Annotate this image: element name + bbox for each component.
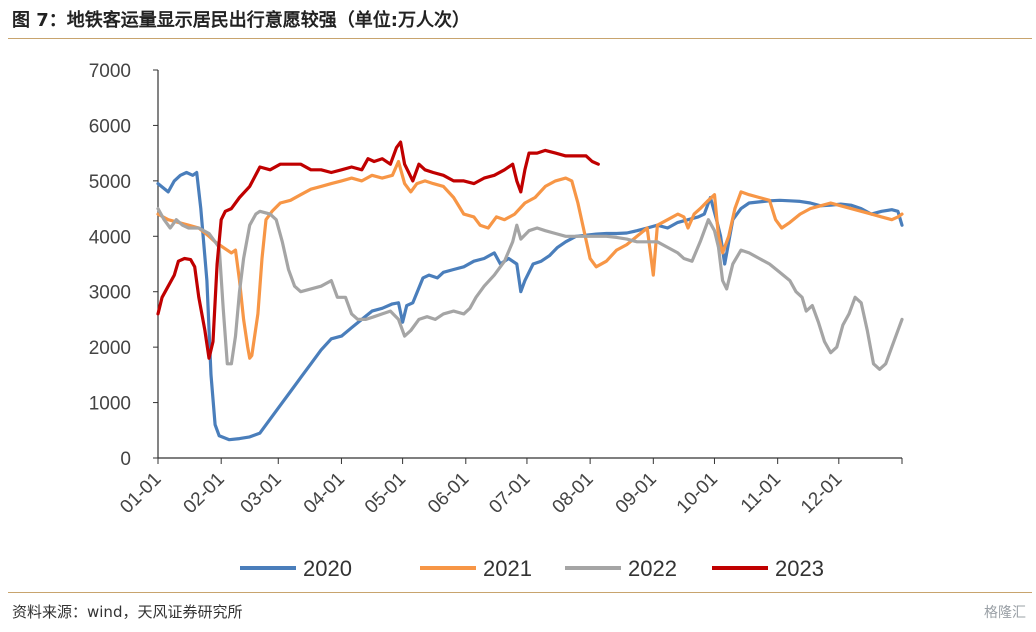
watermark-logo: 格隆汇 xyxy=(984,605,1026,621)
y-tick-label: 4000 xyxy=(89,227,131,248)
y-tick-label: 2000 xyxy=(89,338,131,359)
top-divider xyxy=(8,38,1032,39)
y-tick-label: 3000 xyxy=(89,283,131,304)
chart-legend: 2020 2021 2022 2023 xyxy=(240,556,824,581)
bottom-divider xyxy=(8,592,1032,593)
y-tick-label: 7000 xyxy=(89,61,131,82)
legend-label-2021: 2021 xyxy=(483,556,532,581)
x-tick-label: 07-01 xyxy=(485,469,534,518)
chart-series-group xyxy=(156,140,904,442)
series-line-2021 xyxy=(156,159,904,360)
y-tick-label: 0 xyxy=(120,449,131,470)
x-tick-label: 06-01 xyxy=(424,469,473,518)
y-tick-label: 6000 xyxy=(89,116,131,137)
x-tick-label: 11-01 xyxy=(737,469,785,517)
x-tick-label: 05-01 xyxy=(361,469,410,518)
x-tick-label: 08-01 xyxy=(548,469,597,518)
legend-label-2022: 2022 xyxy=(628,556,677,581)
x-tick-label: 02-01 xyxy=(180,469,229,518)
x-tick-label: 03-01 xyxy=(237,469,286,518)
y-tick-label: 1000 xyxy=(89,394,131,415)
legend-label-2023: 2023 xyxy=(775,556,824,581)
x-tick-label: 10-01 xyxy=(673,469,722,518)
chart-title: 图 7：地铁客运量显示居民出行意愿较强（单位:万人次） xyxy=(12,10,470,31)
y-tick-label: 5000 xyxy=(89,172,131,193)
series-line-2023 xyxy=(156,140,600,360)
source-note: 资料来源：wind，天风证券研究所 xyxy=(12,603,243,621)
legend-label-2020: 2020 xyxy=(303,556,352,581)
x-tick-label: 12-01 xyxy=(797,469,846,518)
x-tick-label: 09-01 xyxy=(612,469,661,518)
x-tick-label: 01-01 xyxy=(116,469,165,518)
x-tick-label: 04-01 xyxy=(300,469,349,518)
series-line-2022 xyxy=(156,207,904,371)
series-line-2020 xyxy=(156,170,904,442)
